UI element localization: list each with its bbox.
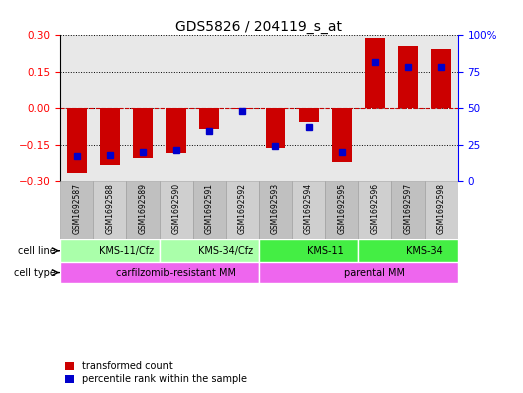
- Bar: [60, 239, 160, 262]
- Bar: [60, 181, 93, 239]
- Bar: [332, 108, 351, 162]
- Bar: [266, 108, 286, 148]
- Bar: [67, 108, 87, 173]
- Text: GSM1692594: GSM1692594: [304, 183, 313, 234]
- Bar: [160, 181, 192, 239]
- Bar: [358, 181, 391, 239]
- Text: GSM1692593: GSM1692593: [271, 183, 280, 234]
- Bar: [259, 239, 358, 262]
- Text: GSM1692589: GSM1692589: [139, 183, 147, 234]
- Text: KMS-34: KMS-34: [406, 246, 443, 256]
- Bar: [299, 108, 319, 121]
- Bar: [259, 262, 458, 283]
- Bar: [391, 181, 425, 239]
- Bar: [398, 46, 418, 108]
- Bar: [199, 108, 219, 129]
- Title: GDS5826 / 204119_s_at: GDS5826 / 204119_s_at: [175, 20, 343, 34]
- Bar: [365, 38, 385, 108]
- Bar: [133, 108, 153, 158]
- Text: GSM1692597: GSM1692597: [403, 183, 413, 234]
- Bar: [425, 181, 458, 239]
- Text: carfilzomib-resistant MM: carfilzomib-resistant MM: [116, 268, 236, 277]
- Bar: [166, 108, 186, 153]
- Text: GSM1692587: GSM1692587: [72, 183, 81, 234]
- Legend: transformed count, percentile rank within the sample: transformed count, percentile rank withi…: [65, 361, 246, 384]
- Text: cell line: cell line: [18, 246, 56, 256]
- Bar: [232, 108, 252, 109]
- Text: GSM1692591: GSM1692591: [204, 183, 214, 234]
- Text: KMS-11/Cfz: KMS-11/Cfz: [99, 246, 154, 256]
- Bar: [226, 181, 259, 239]
- Bar: [160, 239, 259, 262]
- Text: parental MM: parental MM: [344, 268, 405, 277]
- Text: KMS-34/Cfz: KMS-34/Cfz: [198, 246, 253, 256]
- Text: GSM1692592: GSM1692592: [238, 183, 247, 234]
- Text: GSM1692588: GSM1692588: [105, 183, 115, 233]
- Text: GSM1692590: GSM1692590: [172, 183, 180, 234]
- Bar: [60, 262, 259, 283]
- Text: GSM1692598: GSM1692598: [437, 183, 446, 234]
- Text: GSM1692596: GSM1692596: [370, 183, 379, 234]
- Bar: [292, 181, 325, 239]
- Bar: [93, 181, 127, 239]
- Bar: [192, 181, 226, 239]
- Bar: [100, 108, 120, 165]
- Text: cell type: cell type: [14, 268, 56, 277]
- Bar: [358, 239, 458, 262]
- Bar: [431, 49, 451, 108]
- Text: KMS-11: KMS-11: [307, 246, 344, 256]
- Bar: [259, 181, 292, 239]
- Text: GSM1692595: GSM1692595: [337, 183, 346, 234]
- Bar: [127, 181, 160, 239]
- Bar: [325, 181, 358, 239]
